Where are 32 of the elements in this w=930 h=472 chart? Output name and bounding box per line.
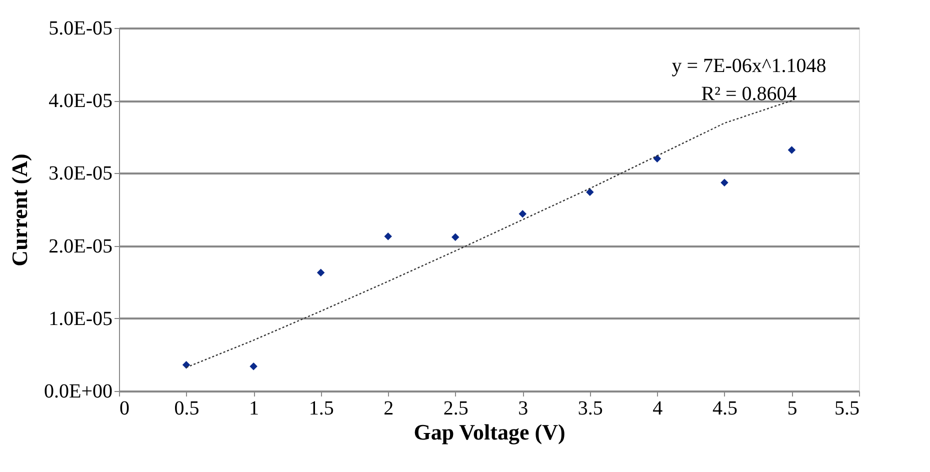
x-tick-label: 3.5 xyxy=(578,398,603,420)
y-tick-label: 0.0E+00 xyxy=(44,380,112,402)
x-tick-label: 0 xyxy=(120,398,130,420)
point xyxy=(250,362,258,370)
annotation: R² = 0.8604 xyxy=(701,83,797,105)
point xyxy=(451,233,460,241)
x-tick-label: 1 xyxy=(249,398,260,420)
x-tick-label: 2.5 xyxy=(443,398,468,420)
x-tick-label: 4 xyxy=(652,398,663,420)
point xyxy=(586,188,594,196)
point xyxy=(720,178,728,187)
point xyxy=(316,268,325,277)
x-tick-label: 3 xyxy=(518,398,528,420)
x-tick-label: 0.5 xyxy=(174,398,200,420)
point xyxy=(788,146,796,154)
point xyxy=(384,232,392,240)
point xyxy=(518,210,527,218)
x-axis-title: Gap Voltage (V) xyxy=(414,420,566,444)
x-tick-label: 5.5 xyxy=(834,398,860,420)
point xyxy=(182,360,190,369)
x-tick-label: 4.5 xyxy=(712,398,738,420)
y-tick-label: 3.0E-05 xyxy=(48,162,112,185)
y-tick-label: 1.0E-05 xyxy=(48,308,112,330)
y-axis-title: Current (A) xyxy=(7,154,32,266)
y-tick-label: 5.0E-05 xyxy=(48,18,112,40)
y-tick-label: 2.0E-05 xyxy=(48,235,112,258)
x-tick-label: 1.5 xyxy=(308,398,334,420)
x-tick-label: 2 xyxy=(384,398,394,420)
x-tick-label: 5 xyxy=(787,398,798,420)
point xyxy=(653,154,662,163)
y-tick-label: 4.0E-05 xyxy=(48,90,112,112)
annotation: y = 7E-06x^1.1048 xyxy=(672,55,826,77)
